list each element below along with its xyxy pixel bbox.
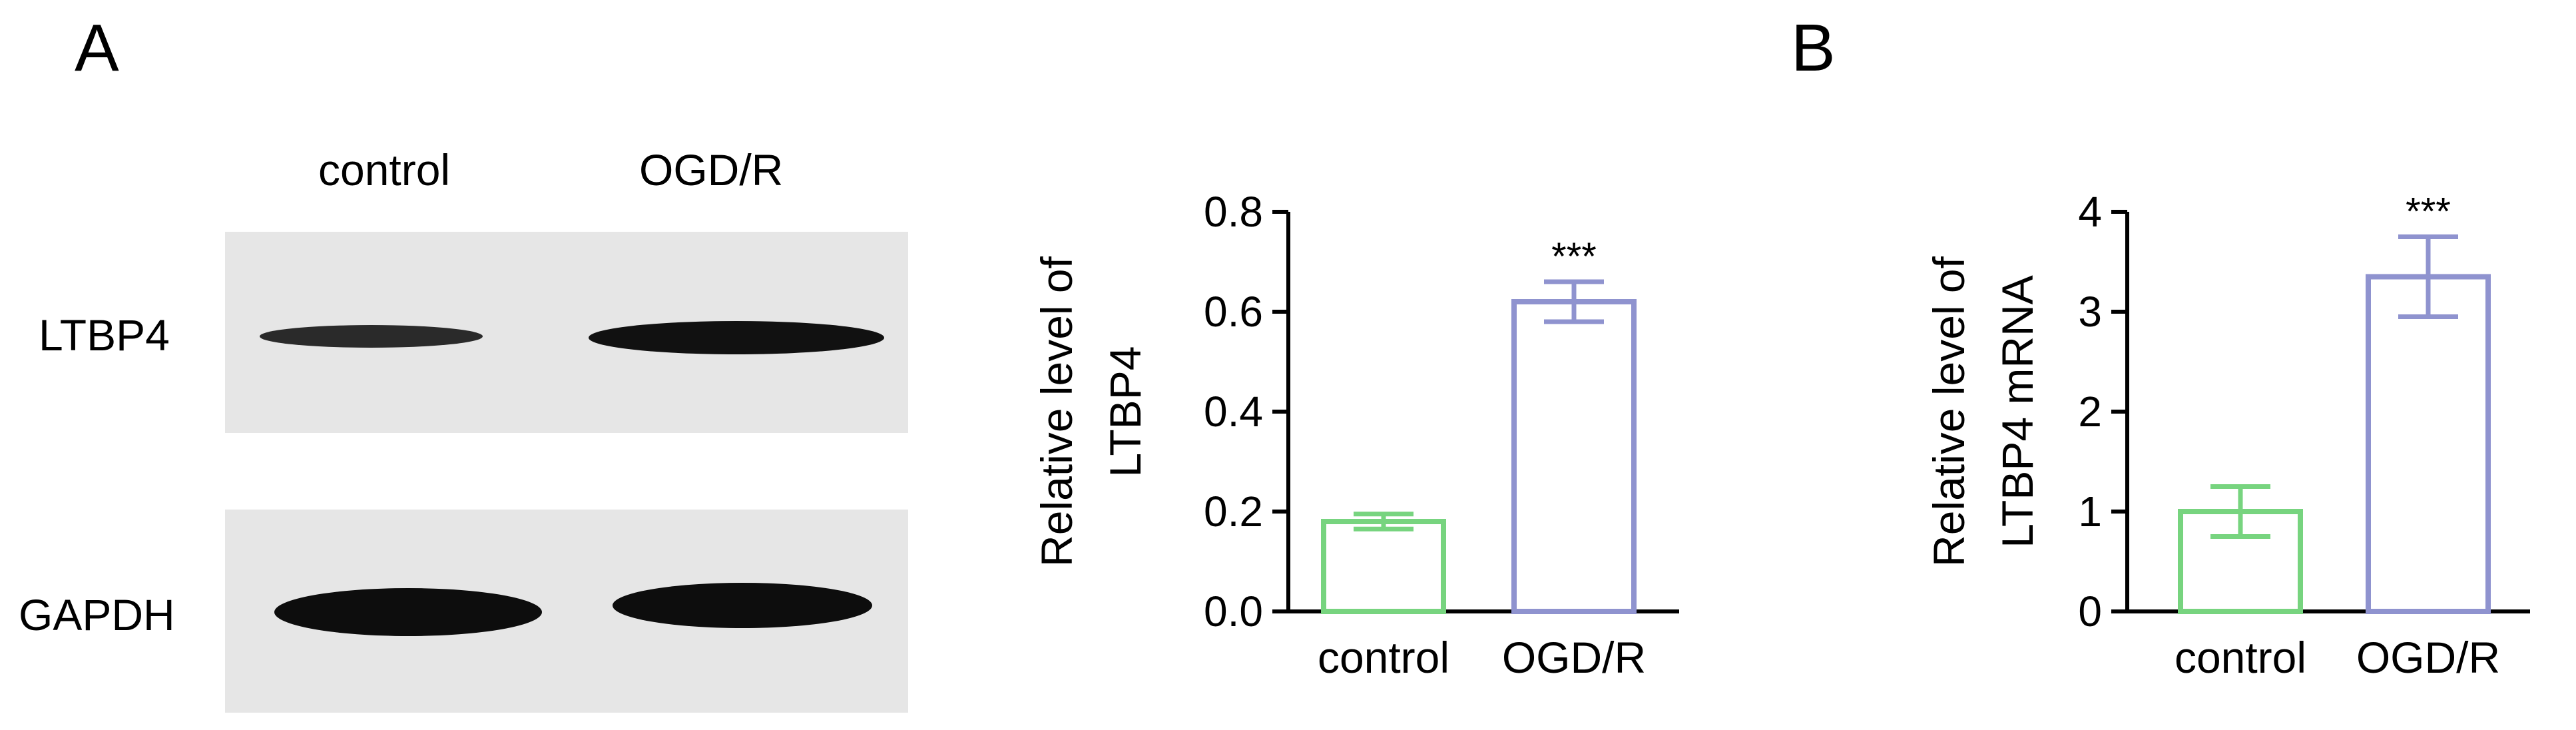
lane-label-ogd-r: OGD/R <box>639 145 784 194</box>
mrna-y-tick-label: 3 <box>2078 288 2102 336</box>
panel-letter-a: A <box>75 11 119 85</box>
blot-row-label-ltbp4: LTBP4 <box>39 310 170 360</box>
protein-y-tick-label: 0.2 <box>1204 488 1263 536</box>
protein-y-tick-label: 0.6 <box>1204 288 1263 336</box>
ltbp4-band-ogd-r <box>589 321 884 354</box>
protein-chart-group: 0.0 0.2 0.4 0.6 0.8 control *** OGD/R Relative l… <box>1032 188 1679 682</box>
protein-significance-label-1: *** <box>1551 235 1597 278</box>
protein-y-tick-label: 0.8 <box>1204 188 1263 236</box>
gapdh-blot-image <box>225 510 908 713</box>
mrna-y-tick-label: 2 <box>2078 388 2102 436</box>
gapdh-band-ogd-r <box>613 583 872 628</box>
mrna-y-tick-label: 4 <box>2078 188 2102 236</box>
protein-y-axis-label-line-0: Relative level of <box>1032 256 1081 567</box>
ltbp4-blot-image <box>225 232 908 433</box>
protein-bar-1 <box>1511 299 1637 614</box>
mrna-y-tick-label: 0 <box>2078 587 2102 635</box>
ltbp4-band-control <box>260 325 483 348</box>
protein-y-tick-label: 0.4 <box>1204 388 1263 436</box>
mrna-x-tick-label-0: control <box>2175 633 2306 682</box>
mrna-y-axis-label-line-0: Relative level of <box>1924 256 1973 567</box>
gapdh-band-control <box>274 588 542 636</box>
mrna-chart-group: 0 1 2 3 4 control *** OGD/R Relative level of LTB… <box>1924 188 2530 682</box>
protein-y-axis-label-line-1: LTBP4 <box>1101 346 1150 478</box>
protein-x-tick-label-1: OGD/R <box>1502 633 1646 682</box>
mrna-bar-1 <box>2366 274 2491 614</box>
blot-row-label-gapdh: GAPDH <box>19 590 175 639</box>
panel-letter-b: B <box>1791 11 1836 85</box>
mrna-y-axis-label-line-1: LTBP4 mRNA <box>1993 275 2042 548</box>
lane-label-control: control <box>318 145 451 194</box>
mrna-y-tick-label: 1 <box>2078 488 2102 536</box>
protein-y-tick-label: 0.0 <box>1204 587 1263 635</box>
protein-x-tick-label-0: control <box>1318 633 1449 682</box>
mrna-significance-label-1: *** <box>2406 190 2451 234</box>
protein-bar-0 <box>1321 519 1446 614</box>
mrna-x-tick-label-1: OGD/R <box>2356 633 2500 682</box>
